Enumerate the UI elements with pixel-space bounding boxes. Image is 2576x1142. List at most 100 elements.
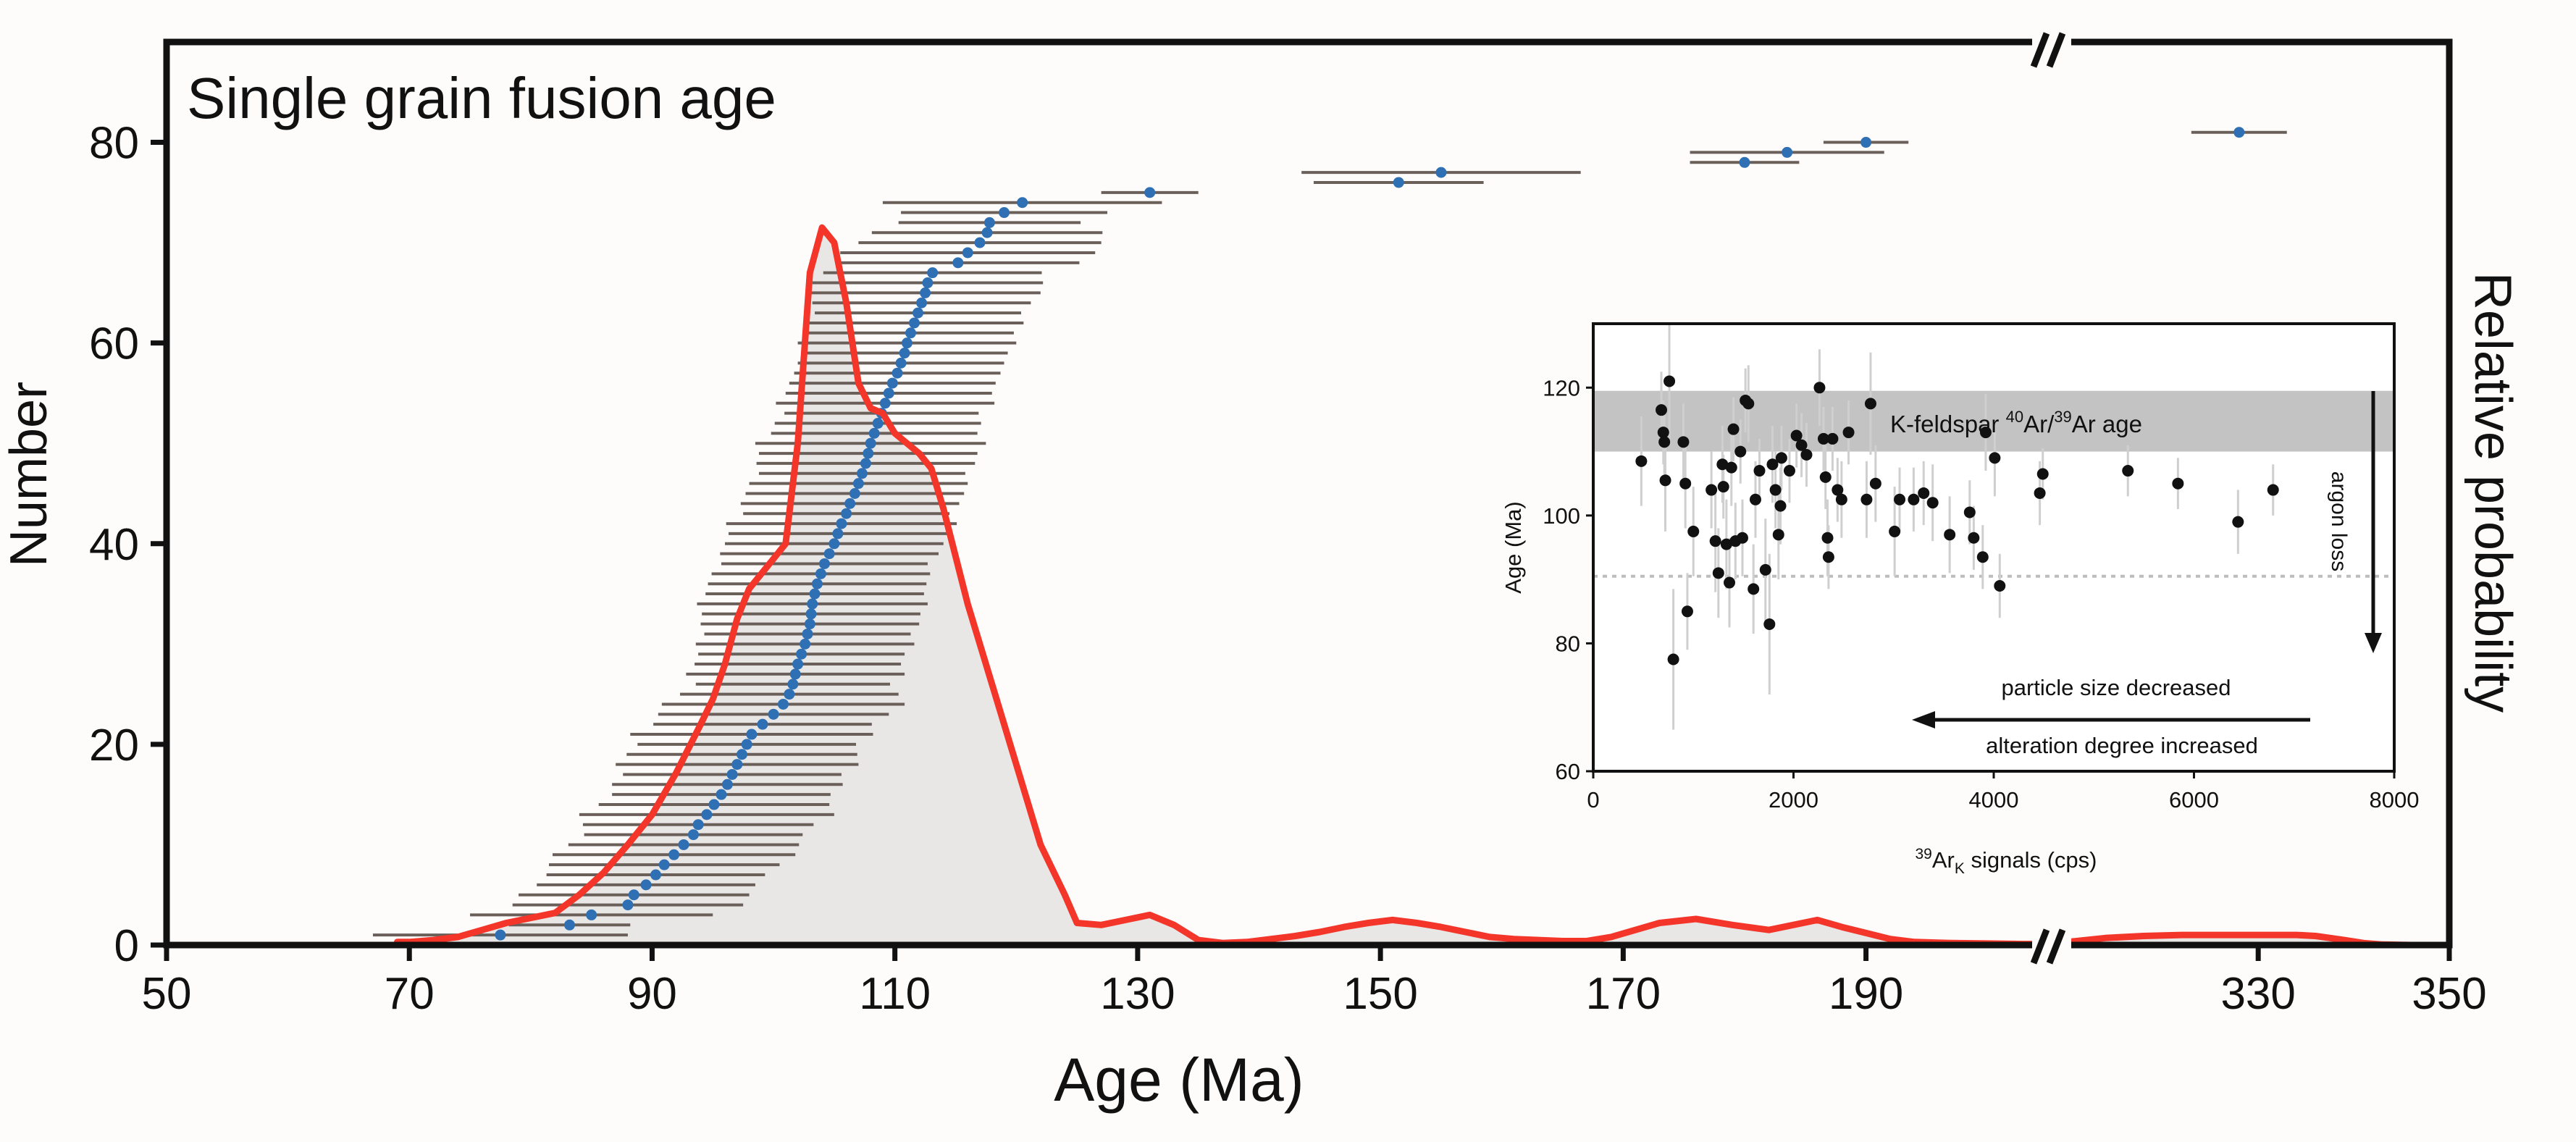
data-point bbox=[741, 739, 752, 750]
inset-data-point bbox=[1712, 567, 1724, 579]
data-point bbox=[650, 869, 661, 881]
data-point bbox=[927, 267, 939, 279]
inset-data-point bbox=[2267, 484, 2279, 496]
data-point bbox=[721, 778, 733, 790]
data-point bbox=[802, 628, 813, 639]
data-point bbox=[622, 899, 634, 911]
data-point bbox=[800, 638, 811, 650]
y-tick-label: 0 bbox=[114, 921, 139, 971]
plot-frame bbox=[163, 38, 2453, 949]
inset-data-point bbox=[2232, 516, 2244, 528]
y-tick-label: 40 bbox=[89, 520, 139, 570]
inset-data-point bbox=[1727, 423, 1740, 435]
data-point bbox=[678, 839, 689, 850]
x-tick-label: 70 bbox=[385, 969, 435, 1019]
data-point bbox=[908, 317, 920, 329]
data-point bbox=[891, 367, 903, 379]
inset-data-point bbox=[1944, 529, 1956, 541]
data-point bbox=[563, 919, 575, 931]
data-point bbox=[768, 708, 779, 720]
data-point bbox=[1144, 187, 1156, 198]
data-point bbox=[789, 668, 801, 680]
inset-data-point bbox=[1759, 563, 1771, 576]
inset-data-point bbox=[1832, 484, 1844, 496]
x-tick-label: 150 bbox=[1343, 969, 1417, 1019]
data-point bbox=[823, 548, 835, 560]
data-point bbox=[844, 497, 856, 509]
inset-x-tick-label: 8000 bbox=[2370, 787, 2420, 813]
data-point bbox=[807, 598, 818, 610]
inset-data-point bbox=[1724, 576, 1736, 589]
axis-break-bottom bbox=[2030, 928, 2071, 965]
inset-x-tick-label: 6000 bbox=[2169, 787, 2219, 813]
inset-data-point bbox=[2036, 468, 2049, 480]
data-point bbox=[796, 648, 807, 660]
inset-y-tick-label: 120 bbox=[1543, 375, 1580, 400]
inset-data-point bbox=[1716, 458, 1729, 471]
inset-data-point bbox=[1821, 532, 1834, 544]
inset-data-point bbox=[1864, 398, 1876, 410]
data-point bbox=[912, 307, 924, 319]
data-point bbox=[983, 217, 995, 228]
inset-data-point bbox=[1772, 529, 1784, 541]
data-point bbox=[784, 689, 795, 700]
inset-data-point bbox=[1790, 429, 1803, 442]
inset-y-axis-ticks: 60 80 100 120 bbox=[1543, 375, 1593, 784]
data-point bbox=[668, 849, 680, 860]
data-point bbox=[974, 237, 986, 248]
data-point bbox=[811, 578, 823, 589]
inset-data-point bbox=[2122, 465, 2134, 477]
data-point bbox=[726, 768, 738, 780]
data-point bbox=[708, 799, 720, 810]
data-point bbox=[886, 377, 898, 389]
data-point bbox=[856, 468, 868, 479]
chart-title: Single grain fusion age bbox=[187, 66, 776, 130]
inset-data-point bbox=[1835, 493, 1847, 505]
data-points bbox=[495, 127, 2245, 941]
inset-data-point bbox=[2172, 477, 2184, 490]
data-point bbox=[916, 297, 928, 308]
inset-data-point bbox=[1734, 445, 1747, 458]
inset-data-point bbox=[1706, 484, 1718, 496]
data-point bbox=[852, 478, 864, 490]
alteration-label: alteration degree increased bbox=[1986, 733, 2258, 758]
x-tick-label: 110 bbox=[859, 969, 931, 1019]
inset-data-point bbox=[1795, 439, 1808, 451]
axis-break-top bbox=[2030, 29, 2071, 68]
inset-chart: 0 2000 4000 6000 8000 60 80 100 120 K-feldspar … bbox=[1501, 322, 2419, 877]
data-point bbox=[1782, 146, 1793, 158]
argon-loss-arrow-icon bbox=[2365, 391, 2382, 653]
data-point bbox=[701, 809, 713, 820]
data-point bbox=[828, 538, 840, 550]
data-point bbox=[899, 348, 910, 359]
data-point bbox=[836, 518, 847, 529]
inset-data-point bbox=[1976, 551, 1989, 563]
data-point bbox=[2233, 127, 2245, 138]
data-point bbox=[962, 247, 973, 259]
y-tick-label: 80 bbox=[89, 119, 139, 169]
inset-data-point bbox=[1763, 618, 1776, 630]
inset-data-point bbox=[1748, 583, 1760, 595]
data-point bbox=[777, 698, 789, 710]
inset-data-point bbox=[1753, 465, 1766, 477]
data-point bbox=[687, 829, 699, 841]
y-tick-label: 20 bbox=[89, 721, 139, 771]
data-point bbox=[792, 658, 804, 670]
inset-x-axis-ticks: 0 2000 4000 6000 8000 bbox=[1587, 771, 2419, 813]
inset-data-point bbox=[1908, 493, 1920, 505]
inset-data-point bbox=[1979, 427, 1992, 439]
decrease-arrow-icon bbox=[1912, 711, 2310, 729]
inset-data-point bbox=[1860, 493, 1873, 505]
y2-axis-label: Relative probability bbox=[2464, 272, 2522, 713]
inset-y-tick-label: 80 bbox=[1556, 631, 1580, 656]
inset-data-point bbox=[1717, 481, 1729, 493]
x-axis-label: Age (Ma) bbox=[1054, 1046, 1304, 1114]
inset-data-point bbox=[1766, 458, 1779, 471]
inset-data-points bbox=[1635, 375, 2279, 666]
inset-data-point bbox=[1989, 452, 2001, 464]
data-point bbox=[716, 789, 727, 800]
inset-data-point bbox=[1679, 477, 1692, 490]
inset-data-point bbox=[1994, 579, 2006, 592]
inset-data-point bbox=[1659, 474, 1671, 487]
